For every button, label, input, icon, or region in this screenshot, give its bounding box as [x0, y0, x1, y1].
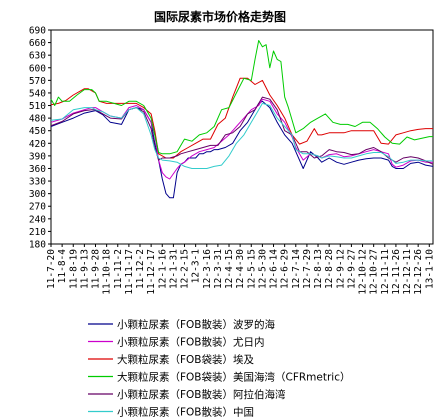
series-line-2 [50, 98, 433, 180]
x-tick-label: 12-4-30 [235, 249, 246, 289]
y-tick-label: 690 [29, 26, 46, 37]
x-tick-label: 12-6-14 [269, 249, 280, 289]
y-tick-label: 450 [29, 126, 46, 137]
x-tick-label: 12-1-16 [157, 249, 168, 289]
y-axis: 1802102402703003303603904204504805105405… [29, 26, 51, 251]
series-line-3 [50, 77, 433, 159]
x-tick-label: 11-12-17 [146, 249, 157, 295]
x-tick-label: 12-12-11 [402, 249, 413, 295]
y-tick-label: 210 [29, 227, 46, 238]
x-tick-label: 11-11-2 [113, 249, 124, 289]
x-tick-label: 12-9-27 [346, 249, 357, 289]
x-tick-label: 12-9-12 [335, 249, 346, 289]
x-tick-label: 11-9-13 [79, 249, 90, 289]
y-tick-label: 600 [29, 63, 46, 74]
series-line-5 [50, 96, 434, 165]
x-tick-label: 11-8-4 [57, 249, 68, 284]
x-tick-label: 11-12-2 [135, 249, 146, 289]
series-line-6 [50, 102, 433, 169]
x-tick-label: 12-8-28 [324, 249, 335, 289]
legend-label: 小颗粒尿素（FOB散装）尤日内 [117, 336, 265, 349]
x-tick-label: 12-10-12 [358, 249, 369, 295]
x-tick-label: 12-12-26 [413, 249, 424, 295]
y-tick-label: 330 [29, 177, 46, 188]
x-tick-label: 12-8-13 [313, 249, 324, 289]
x-tick-label: 11-11-17 [124, 249, 135, 295]
x-tick-label: 12-4-15 [224, 249, 235, 289]
y-tick-label: 270 [29, 202, 46, 213]
x-tick-label: 12-6-29 [280, 249, 291, 289]
x-tick-label: 11-9-28 [91, 249, 102, 289]
y-tick-label: 240 [29, 214, 46, 225]
x-tick-label: 12-5-30 [257, 249, 268, 289]
x-tick-label: 11-8-19 [68, 249, 79, 289]
y-tick-label: 540 [29, 88, 46, 99]
legend-label: 小颗粒尿素（FOB散装）阿拉伯海湾 [117, 388, 286, 401]
series-layer [50, 40, 434, 199]
legend-label: 大颗粒尿素（FOB袋装）埃及 [117, 353, 255, 366]
x-tick-label: 12-5-15 [246, 249, 257, 289]
x-tick-label: 12-11-26 [391, 249, 402, 295]
x-tick-label: 13-1-10 [424, 249, 435, 289]
legend: 小颗粒尿素（FOB散装）波罗的海小颗粒尿素（FOB散装）尤日内大颗粒尿素（FOB… [88, 318, 351, 419]
y-tick-label: 480 [29, 114, 46, 125]
x-axis: 11-7-20 11-8-4 11-8-19 11-9-13 11-9-28 11-10-… [46, 244, 435, 295]
y-tick-label: 180 [29, 240, 46, 251]
x-tick-label: 12-7-29 [302, 249, 313, 289]
x-tick-label: 11-7-20 [46, 249, 57, 289]
x-tick-label: 12-3-31 [213, 249, 224, 289]
x-tick-label: 12-3-16 [202, 249, 213, 289]
x-tick-label: 12-1-31 [168, 249, 179, 289]
legend-label: 小颗粒尿素（FOB散装）中国 [117, 406, 254, 419]
y-tick-label: 630 [29, 51, 46, 62]
x-tick-label: 12-3-1 [191, 249, 202, 284]
y-tick-label: 420 [29, 139, 46, 150]
chart-title: 国际尿素市场价格走势图 [154, 9, 286, 24]
series-line-1 [50, 100, 434, 199]
legend-label: 小颗粒尿素（FOB散装）波罗的海 [117, 318, 276, 331]
legend-label: 大颗粒尿素（FOB袋装）美国海湾（CFRmetric） [117, 371, 351, 384]
y-tick-label: 300 [29, 189, 46, 200]
x-tick-label: 12-10-27 [369, 249, 380, 295]
y-tick-label: 660 [29, 38, 46, 49]
x-tick-label: 11-10-18 [102, 249, 113, 295]
x-tick-label: 12-2-15 [180, 249, 191, 289]
series-line-4 [50, 40, 433, 155]
x-tick-label: 12-11-11 [380, 249, 391, 295]
y-tick-label: 510 [29, 101, 46, 112]
x-tick-label: 12-7-14 [291, 249, 302, 289]
y-tick-label: 360 [29, 164, 46, 175]
y-tick-label: 390 [29, 151, 46, 162]
y-tick-label: 570 [29, 76, 46, 87]
